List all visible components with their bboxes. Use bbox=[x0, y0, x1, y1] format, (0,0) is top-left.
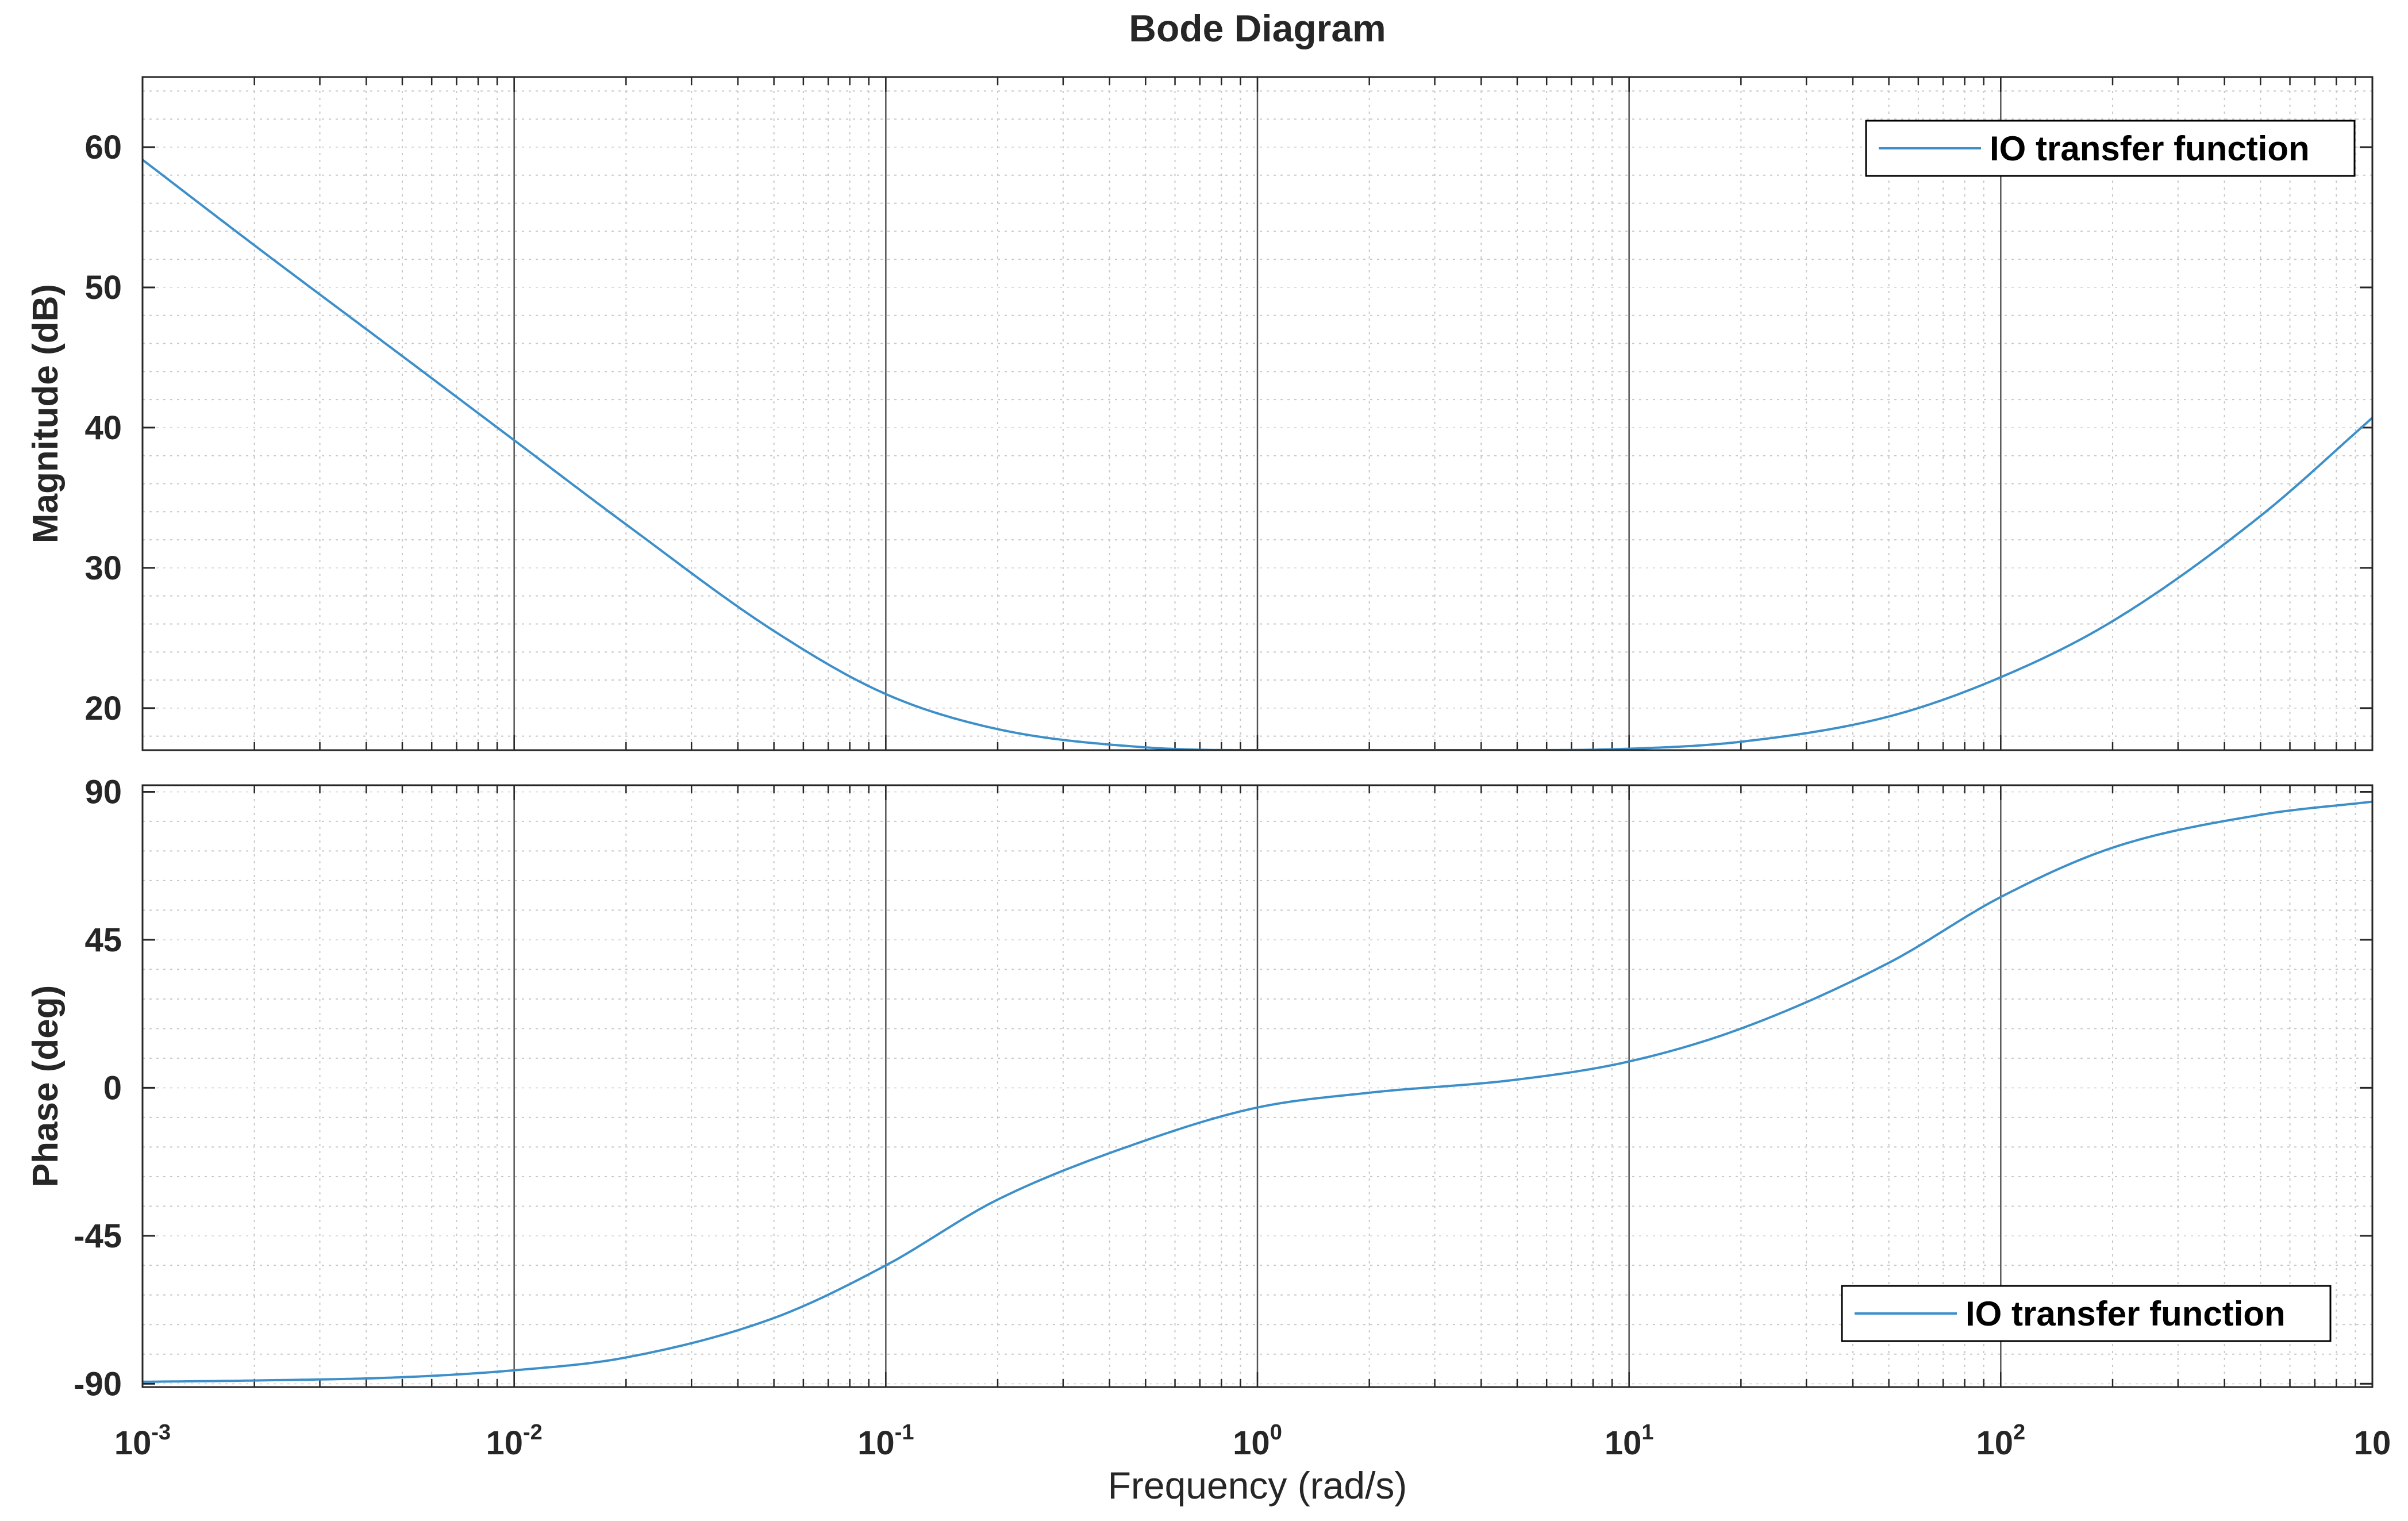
x-tick-base: 10 bbox=[1233, 1424, 1270, 1462]
phase-axis-label: Phase (deg) bbox=[26, 985, 66, 1187]
x-tick-base: 10 bbox=[486, 1424, 524, 1462]
chart-title: Bode Diagram bbox=[1129, 7, 1386, 49]
magnitude-legend-label: IO transfer function bbox=[1990, 129, 2310, 168]
phase-legend: IO transfer function bbox=[1841, 1285, 2332, 1342]
x-tick-exponent: -1 bbox=[895, 1420, 914, 1445]
x-tick-exponent: 0 bbox=[1270, 1420, 1282, 1445]
x-tick-label: 100 bbox=[1233, 1420, 1282, 1462]
x-tick-exponent: 2 bbox=[2013, 1420, 2025, 1445]
x-tick-label: 10-1 bbox=[857, 1420, 914, 1462]
x-tick-label: 101 bbox=[1605, 1420, 1654, 1462]
x-tick-label: 102 bbox=[1976, 1420, 2026, 1462]
x-tick-labels: 10-3 10-2 10-1 100 101 102 10 bbox=[114, 1420, 2391, 1462]
x-tick-label: 10-2 bbox=[486, 1420, 543, 1462]
x-tick-base: 10 bbox=[1976, 1424, 2014, 1462]
x-tick-exponent: -2 bbox=[523, 1420, 543, 1445]
magnitude-ytick-label: 30 bbox=[84, 550, 122, 587]
x-tick-base: 10 bbox=[2354, 1424, 2391, 1462]
magnitude-ytick-label: 20 bbox=[84, 690, 122, 727]
x-tick-label: 10-3 bbox=[114, 1420, 171, 1462]
magnitude-axes-box bbox=[141, 76, 2374, 751]
x-tick-base: 10 bbox=[1605, 1424, 1642, 1462]
phase-ytick-label: 0 bbox=[103, 1069, 122, 1107]
magnitude-series-line bbox=[143, 159, 2372, 750]
phase-ytick-label: -45 bbox=[74, 1217, 122, 1255]
magnitude-legend: IO transfer function bbox=[1865, 120, 2356, 177]
x-tick-exponent: 1 bbox=[1641, 1420, 1653, 1445]
x-tick-label: 10 bbox=[2354, 1424, 2391, 1462]
x-tick-exponent: -3 bbox=[151, 1420, 171, 1445]
phase-ytick-label: 45 bbox=[84, 921, 122, 959]
magnitude-ytick-label: 60 bbox=[84, 129, 122, 166]
phase-ytick-label: 90 bbox=[84, 773, 122, 811]
magnitude-ytick-label: 50 bbox=[84, 269, 122, 306]
magnitude-panel: 20 30 40 50 60 IO transfer function bbox=[84, 76, 2374, 751]
phase-series-line bbox=[143, 800, 2372, 1383]
phase-panel: -90 -45 0 45 90 IO transfer function bbox=[74, 773, 2374, 1403]
x-tick-base: 10 bbox=[857, 1424, 895, 1462]
magnitude-axis-label: Magnitude (dB) bbox=[26, 284, 66, 543]
frequency-axis-label: Frequency (rad/s) bbox=[1108, 1464, 1407, 1507]
phase-ytick-label: -90 bbox=[74, 1365, 122, 1403]
phase-axes-box bbox=[141, 784, 2374, 1388]
magnitude-ytick-label: 40 bbox=[84, 409, 122, 447]
x-tick-base: 10 bbox=[114, 1424, 152, 1462]
phase-legend-label: IO transfer function bbox=[1965, 1295, 2286, 1333]
